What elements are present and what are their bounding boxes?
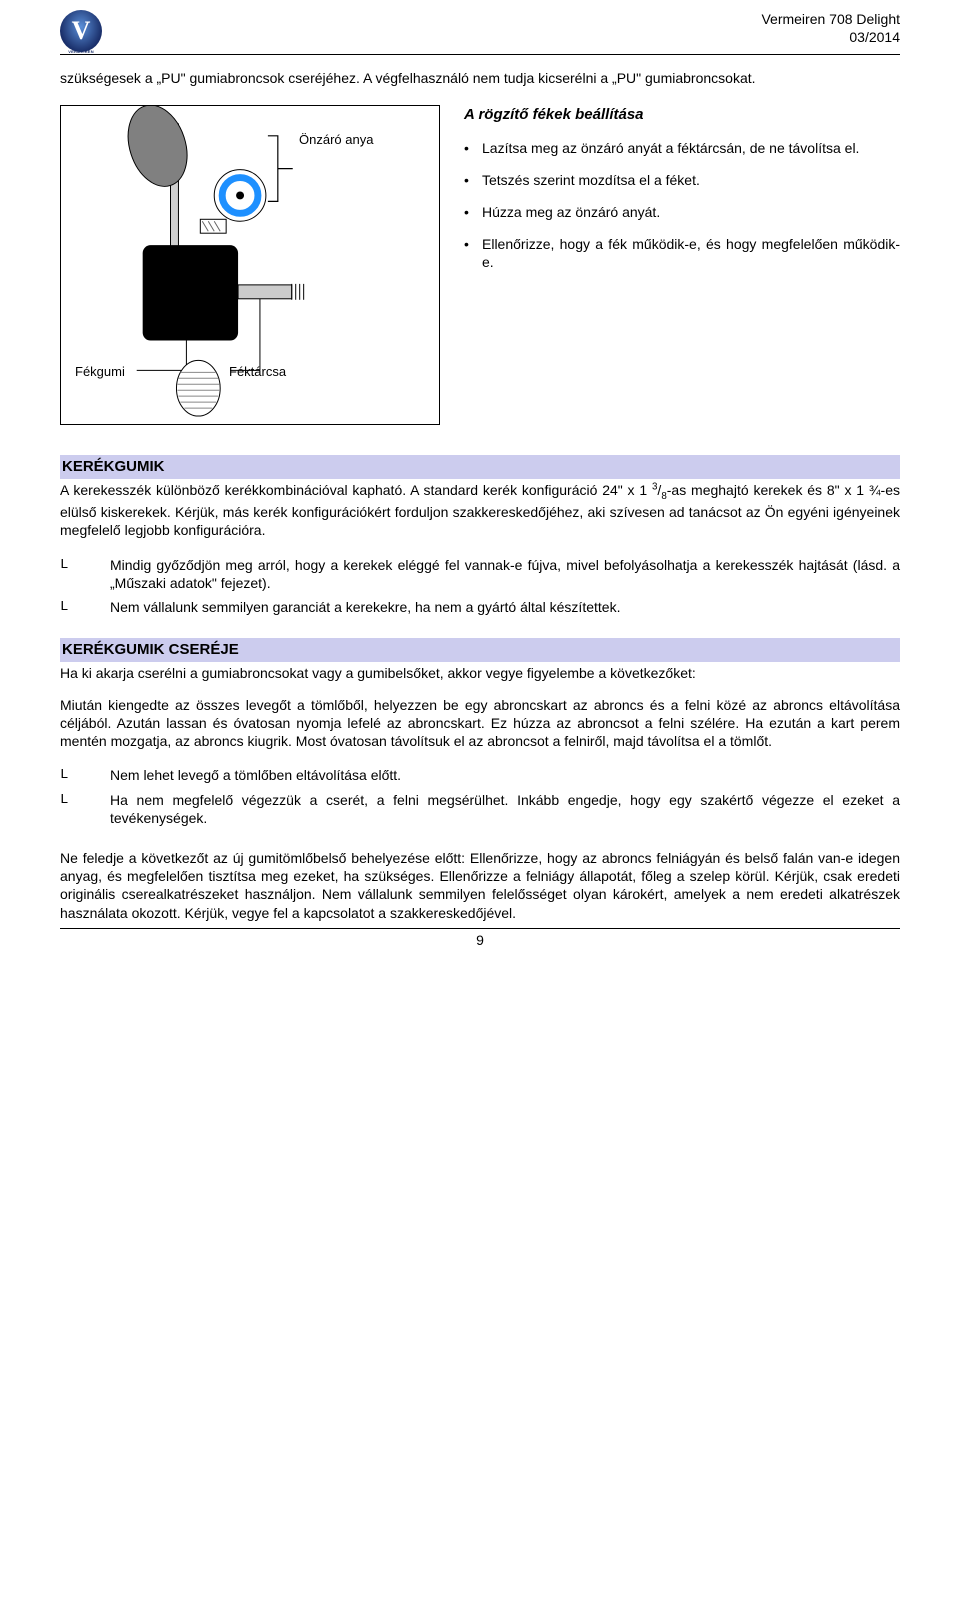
tyres-body: A kerekesszék különböző kerékkombinációv… [60, 481, 900, 540]
list-item: Lazítsa meg az önzáró anyát a féktárcsán… [464, 139, 900, 157]
page-header: V VERMEIREN Vermeiren 708 Delight 03/201… [60, 10, 900, 55]
note-marker: L [60, 791, 110, 827]
tyres-notes: L Mindig győződjön meg arról, hogy a ker… [60, 556, 900, 617]
section-heading-tyres: KERÉKGUMIK [60, 455, 900, 479]
page-number: 9 [476, 932, 484, 948]
replace-notes: L Nem lehet levegő a tömlőben eltávolítá… [60, 766, 900, 827]
note-marker: L [60, 598, 110, 616]
brake-diagram: Önzáró anya Fékgumi Féktárcsa [60, 105, 440, 425]
logo-letter: V [72, 18, 91, 44]
note-text: Ha nem megfelelő végezzük a cserét, a fe… [110, 791, 900, 827]
page-footer: 9 [60, 928, 900, 949]
brake-adjust-text: A rögzítő fékek beállítása Lazítsa meg a… [464, 105, 900, 425]
replace-lead: Ha ki akarja cserélni a gumiabroncsokat … [60, 664, 900, 682]
brand-logo: V VERMEIREN [60, 10, 102, 52]
list-item: Ellenőrizze, hogy a fék működik-e, és ho… [464, 235, 900, 271]
label-fektarcsa: Féktárcsa [229, 364, 286, 381]
doc-date: 03/2014 [761, 28, 900, 46]
note-text: Nem vállalunk semmilyen garanciát a kere… [110, 598, 900, 616]
replace-para1: Miután kiengedte az összes levegőt a töm… [60, 696, 900, 751]
note-marker: L [60, 766, 110, 784]
note-text: Mindig győződjön meg arról, hogy a kerek… [110, 556, 900, 592]
list-item: L Nem vállalunk semmilyen garanciát a ke… [60, 598, 900, 616]
list-item: L Mindig győződjön meg arról, hogy a ker… [60, 556, 900, 592]
brake-adjust-list: Lazítsa meg az önzáró anyát a féktárcsán… [464, 139, 900, 272]
section-heading-replace: KERÉKGUMIK CSERÉJE [60, 638, 900, 662]
frac-num: 3 [652, 481, 657, 492]
note-marker: L [60, 556, 110, 592]
replace-para2: Ne feledje a következőt az új gumitömlőb… [60, 849, 900, 922]
brake-adjust-title: A rögzítő fékek beállítása [464, 105, 900, 125]
intro-paragraph: szükségesek a „PU" gumiabroncsok cseréjé… [60, 69, 900, 87]
product-name: Vermeiren 708 Delight [761, 10, 900, 28]
label-fekgumi: Fékgumi [75, 364, 125, 381]
list-item: L Nem lehet levegő a tömlőben eltávolítá… [60, 766, 900, 784]
tyres-body-pre: A kerekesszék különböző kerékkombinációv… [60, 482, 652, 498]
list-item: L Ha nem megfelelő végezzük a cserét, a … [60, 791, 900, 827]
list-item: Tetszés szerint mozdítsa el a féket. [464, 171, 900, 189]
list-item: Húzza meg az önzáró anyát. [464, 203, 900, 221]
brake-diagram-row: Önzáró anya Fékgumi Féktárcsa A rögzítő … [60, 105, 900, 425]
note-text: Nem lehet levegő a tömlőben eltávolítása… [110, 766, 900, 784]
header-meta: Vermeiren 708 Delight 03/2014 [761, 10, 900, 46]
label-onzaro-anya: Önzáró anya [299, 132, 373, 149]
logo-brand-text: VERMEIREN [60, 49, 102, 54]
